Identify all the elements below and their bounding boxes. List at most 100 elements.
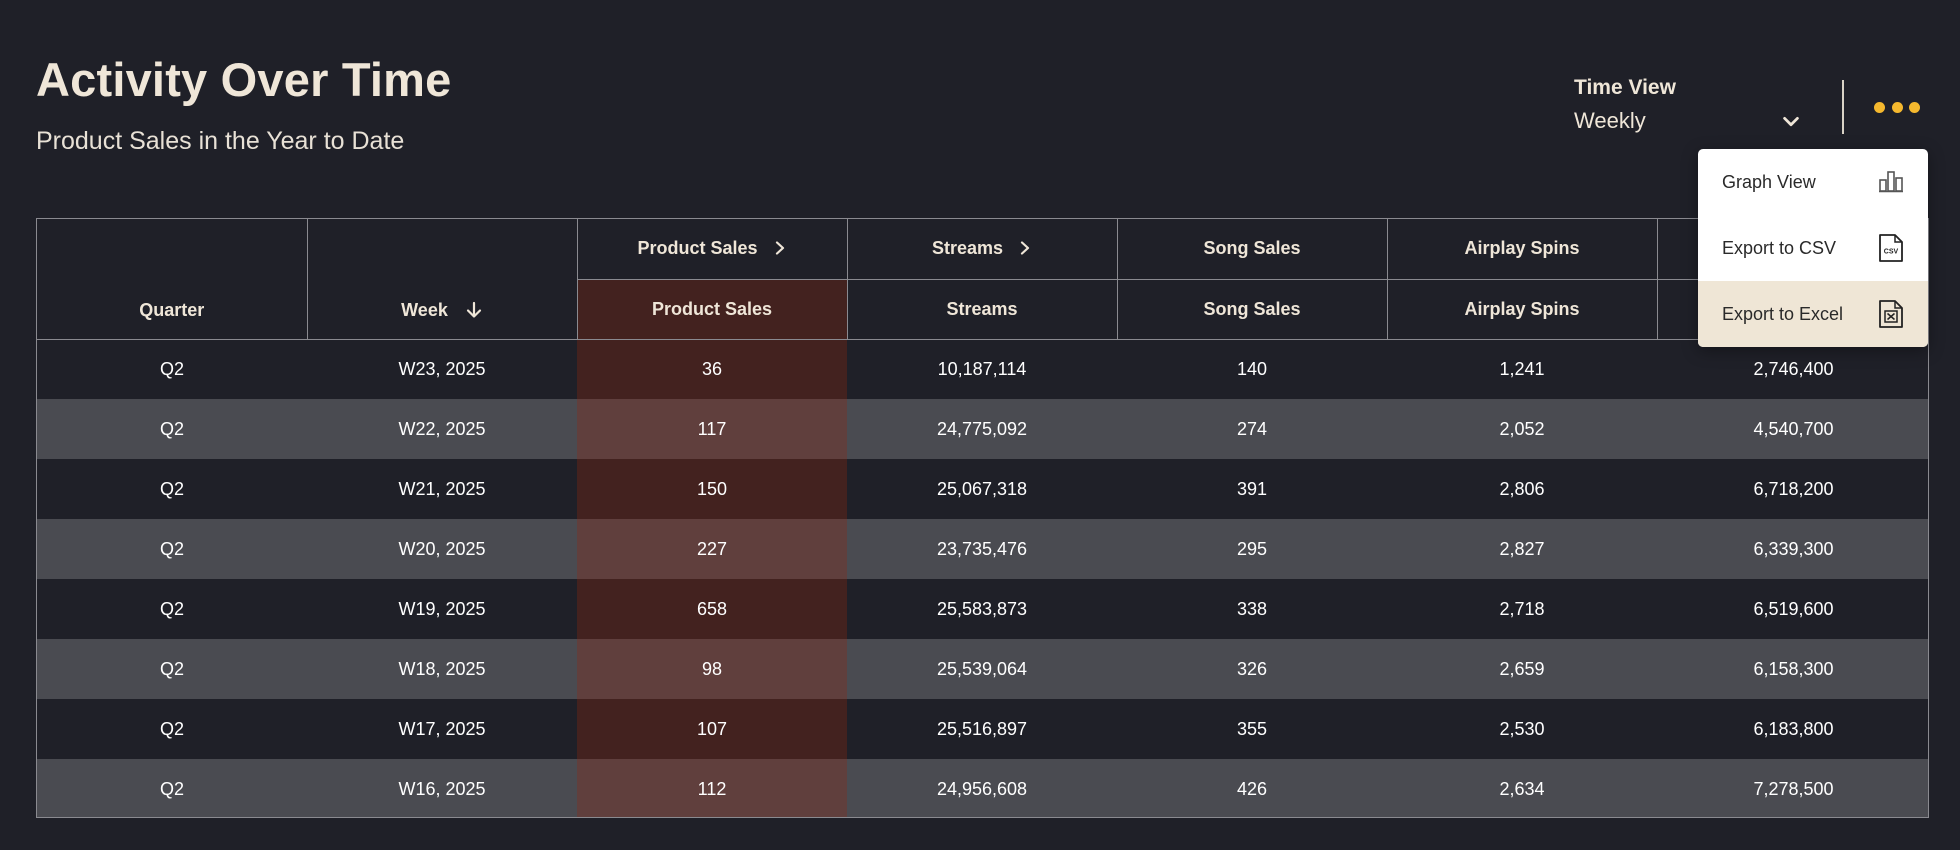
data-table: Quarter Week Product Sales Streams (37, 219, 1928, 817)
cell-airplay-spins: 2,530 (1387, 699, 1657, 759)
column-header-quarter[interactable]: Quarter (37, 219, 308, 340)
cell-hidden: 6,718,200 (1657, 459, 1928, 519)
table-row[interactable]: Q2 W17, 2025 107 25,516,897 355 2,530 6,183,80… (37, 699, 1928, 759)
more-options-menu: Graph View Export to CSV CSV Export to E… (1698, 149, 1928, 347)
cell-product-sales: 98 (577, 639, 847, 699)
cell-streams: 25,516,897 (847, 699, 1117, 759)
table-row[interactable]: Q2 W21, 2025 150 25,067,318 391 2,806 6,718,20… (37, 459, 1928, 519)
group-header-streams[interactable]: Streams (847, 219, 1118, 280)
group-header-airplay-spins: Airplay Spins (1387, 219, 1658, 280)
menu-item-label: Export to CSV (1722, 237, 1837, 258)
cell-airplay-spins: 2,659 (1387, 639, 1657, 699)
cell-hidden: 6,183,800 (1657, 699, 1928, 759)
cell-quarter: Q2 (37, 579, 307, 639)
cell-song-sales: 426 (1117, 759, 1387, 817)
cell-airplay-spins: 2,052 (1387, 399, 1657, 459)
cell-hidden: 6,339,300 (1657, 519, 1928, 579)
more-dot (1909, 101, 1920, 113)
column-header-label: Quarter (139, 299, 205, 320)
time-view-label: Time View (1574, 76, 1676, 99)
table-body: Q2 W23, 2025 36 10,187,114 140 1,241 2,746,400… (37, 339, 1928, 817)
group-header-label: Streams (931, 238, 1004, 259)
activity-table: Quarter Week Product Sales Streams (36, 218, 1929, 818)
cell-week: W23, 2025 (307, 339, 577, 399)
more-horizontal-icon (1874, 101, 1885, 113)
sort-descending-icon (466, 301, 481, 318)
cell-streams: 25,539,064 (847, 639, 1117, 699)
column-header-label: Song Sales (1203, 298, 1301, 319)
cell-week: W19, 2025 (307, 579, 577, 639)
cell-song-sales: 140 (1117, 339, 1387, 399)
table-row[interactable]: Q2 W18, 2025 98 25,539,064 326 2,659 6,158,300 (37, 639, 1928, 699)
csv-file-icon: CSV (1879, 234, 1903, 262)
menu-item-export-excel[interactable]: Export to Excel (1698, 281, 1928, 347)
cell-product-sales: 227 (577, 519, 847, 579)
table-row[interactable]: Q2 W23, 2025 36 10,187,114 140 1,241 2,746,400 (37, 339, 1928, 399)
cell-song-sales: 355 (1117, 699, 1387, 759)
cell-song-sales: 274 (1117, 399, 1387, 459)
cell-streams: 25,583,873 (847, 579, 1117, 639)
table-row[interactable]: Q2 W19, 2025 658 25,583,873 338 2,718 6,519,60… (37, 579, 1928, 639)
cell-quarter: Q2 (37, 699, 307, 759)
cell-song-sales: 391 (1117, 459, 1387, 519)
time-view-value: Weekly (1574, 108, 1646, 133)
more-dot (1891, 101, 1903, 113)
column-header-streams[interactable]: Streams (847, 279, 1118, 340)
column-header-week[interactable]: Week (307, 219, 578, 340)
column-header-airplay-spins[interactable]: Airplay Spins (1387, 279, 1658, 340)
cell-quarter: Q2 (37, 459, 307, 519)
cell-streams: 24,956,608 (847, 759, 1117, 817)
cell-quarter: Q2 (37, 519, 307, 579)
cell-airplay-spins: 2,634 (1387, 759, 1657, 817)
chevron-right-icon (1020, 241, 1030, 255)
cell-song-sales: 338 (1117, 579, 1387, 639)
cell-airplay-spins: 2,827 (1387, 519, 1657, 579)
cell-product-sales: 150 (577, 459, 847, 519)
cell-quarter: Q2 (37, 399, 307, 459)
cell-hidden: 6,158,300 (1657, 639, 1928, 699)
cell-quarter: Q2 (37, 759, 307, 817)
cell-airplay-spins: 1,241 (1387, 339, 1657, 399)
group-header-label: Song Sales (1203, 238, 1301, 259)
group-header-song-sales: Song Sales (1117, 219, 1388, 280)
column-header-label: Streams (946, 298, 1018, 319)
cell-streams: 24,775,092 (847, 399, 1117, 459)
menu-item-graph-view[interactable]: Graph View (1698, 149, 1928, 215)
menu-item-export-csv[interactable]: Export to CSV CSV (1698, 215, 1928, 281)
menu-item-label: Export to Excel (1722, 303, 1844, 324)
table-row[interactable]: Q2 W16, 2025 112 24,956,608 426 2,634 7,278,50… (37, 759, 1928, 817)
page-subtitle: Product Sales in the Year to Date (36, 127, 405, 155)
cell-streams: 25,067,318 (847, 459, 1117, 519)
cell-hidden: 7,278,500 (1657, 759, 1928, 817)
cell-hidden: 2,746,400 (1657, 339, 1928, 399)
group-header-label: Product Sales (637, 238, 758, 259)
column-header-label: Product Sales (651, 298, 773, 319)
cell-week: W16, 2025 (307, 759, 577, 817)
cell-streams: 23,735,476 (847, 519, 1117, 579)
cell-airplay-spins: 2,718 (1387, 579, 1657, 639)
menu-item-label: Graph View (1722, 171, 1816, 192)
cell-week: W18, 2025 (307, 639, 577, 699)
cell-week: W17, 2025 (307, 699, 577, 759)
cell-hidden: 6,519,600 (1657, 579, 1928, 639)
more-options-button[interactable] (1874, 92, 1920, 122)
cell-quarter: Q2 (37, 639, 307, 699)
column-header-product-sales[interactable]: Product Sales (577, 279, 848, 340)
table-row[interactable]: Q2 W22, 2025 117 24,775,092 274 2,052 4,540,70… (37, 399, 1928, 459)
cell-quarter: Q2 (37, 339, 307, 399)
column-header-label: Week (401, 299, 448, 320)
cell-song-sales: 326 (1117, 639, 1387, 699)
cell-hidden: 4,540,700 (1657, 399, 1928, 459)
cell-song-sales: 295 (1117, 519, 1387, 579)
cell-product-sales: 117 (577, 399, 847, 459)
cell-week: W21, 2025 (307, 459, 577, 519)
cell-streams: 10,187,114 (847, 339, 1117, 399)
time-view-dropdown[interactable]: Time View Weekly (1574, 76, 1806, 136)
cell-product-sales: 107 (577, 699, 847, 759)
table-row[interactable]: Q2 W20, 2025 227 23,735,476 295 2,827 6,339,30… (37, 519, 1928, 579)
cell-week: W22, 2025 (307, 399, 577, 459)
chevron-down-icon (1783, 116, 1799, 127)
column-header-song-sales[interactable]: Song Sales (1117, 279, 1388, 340)
page-title: Activity Over Time (36, 53, 452, 106)
group-header-product-sales[interactable]: Product Sales (577, 219, 848, 280)
